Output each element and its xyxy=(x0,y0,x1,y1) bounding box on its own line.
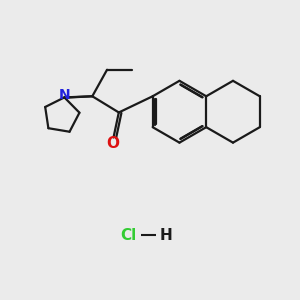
Text: Cl: Cl xyxy=(121,228,137,243)
Text: O: O xyxy=(106,136,119,152)
Text: H: H xyxy=(159,228,172,243)
Text: N: N xyxy=(58,88,70,102)
